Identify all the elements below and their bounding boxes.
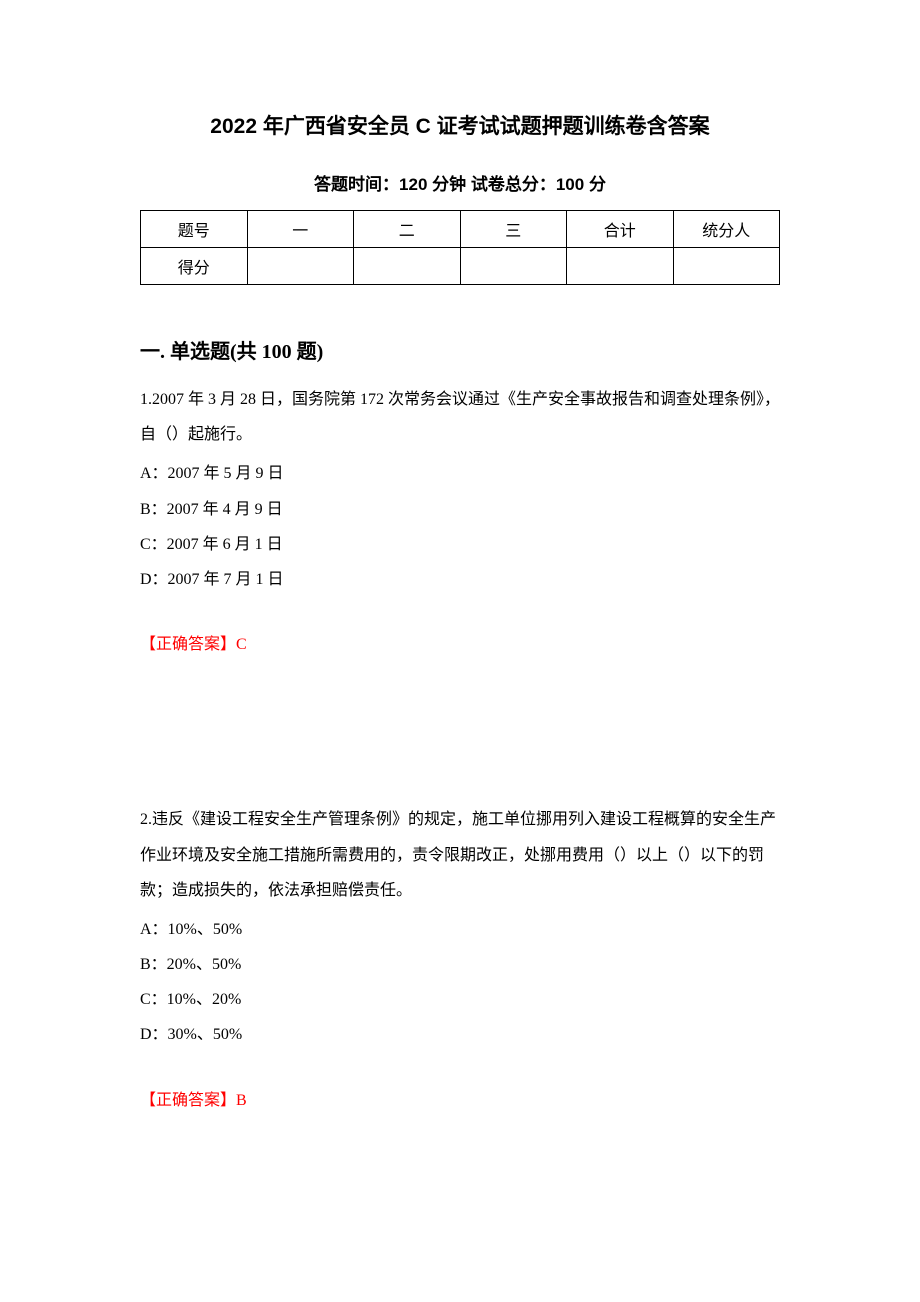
table-header-cell: 一 [247, 211, 354, 248]
option-item: D：30%、50% [140, 1017, 780, 1052]
options-list: A：2007 年 5 月 9 日 B：2007 年 4 月 9 日 C：2007… [140, 456, 780, 597]
question-body: 违反《建设工程安全生产管理条例》的规定，施工单位挪用列入建设工程概算的安全生产作… [140, 811, 776, 898]
table-cell [354, 248, 461, 285]
option-item: C：10%、20% [140, 982, 780, 1017]
question-block: 2.违反《建设工程安全生产管理条例》的规定，施工单位挪用列入建设工程概算的安全生… [140, 802, 780, 1118]
page-subtitle: 答题时间：120 分钟 试卷总分：100 分 [140, 170, 780, 195]
table-header-cell: 统分人 [673, 211, 780, 248]
section-heading: 一. 单选题(共 100 题) [140, 335, 780, 364]
options-list: A：10%、50% B：20%、50% C：10%、20% D：30%、50% [140, 912, 780, 1053]
question-number: 2. [140, 811, 152, 828]
option-item: B：2007 年 4 月 9 日 [140, 492, 780, 527]
table-header-cell: 二 [354, 211, 461, 248]
table-cell [247, 248, 354, 285]
table-cell [567, 248, 674, 285]
table-row: 题号 一 二 三 合计 统分人 [141, 211, 780, 248]
table-header-cell: 三 [460, 211, 567, 248]
correct-answer: 【正确答案】C [140, 627, 780, 662]
table-cell [460, 248, 567, 285]
answer-value: C [236, 636, 247, 653]
page-title: 2022 年广西省安全员 C 证考试试题押题训练卷含答案 [140, 110, 780, 140]
option-item: A：2007 年 5 月 9 日 [140, 456, 780, 491]
table-cell [673, 248, 780, 285]
correct-answer: 【正确答案】B [140, 1083, 780, 1118]
question-number: 1. [140, 391, 152, 408]
question-text: 1.2007 年 3 月 28 日，国务院第 172 次常务会议通过《生产安全事… [140, 382, 780, 452]
table-header-cell: 题号 [141, 211, 248, 248]
score-table: 题号 一 二 三 合计 统分人 得分 [140, 210, 780, 285]
option-item: B：20%、50% [140, 947, 780, 982]
table-header-cell: 合计 [567, 211, 674, 248]
table-row: 得分 [141, 248, 780, 285]
option-item: D：2007 年 7 月 1 日 [140, 562, 780, 597]
answer-label: 【正确答案】 [140, 636, 236, 653]
question-body: 2007 年 3 月 28 日，国务院第 172 次常务会议通过《生产安全事故报… [140, 391, 780, 443]
table-cell: 得分 [141, 248, 248, 285]
question-block: 1.2007 年 3 月 28 日，国务院第 172 次常务会议通过《生产安全事… [140, 382, 780, 662]
option-item: A：10%、50% [140, 912, 780, 947]
option-item: C：2007 年 6 月 1 日 [140, 527, 780, 562]
answer-label: 【正确答案】 [140, 1092, 236, 1109]
answer-value: B [236, 1092, 247, 1109]
question-text: 2.违反《建设工程安全生产管理条例》的规定，施工单位挪用列入建设工程概算的安全生… [140, 802, 780, 908]
